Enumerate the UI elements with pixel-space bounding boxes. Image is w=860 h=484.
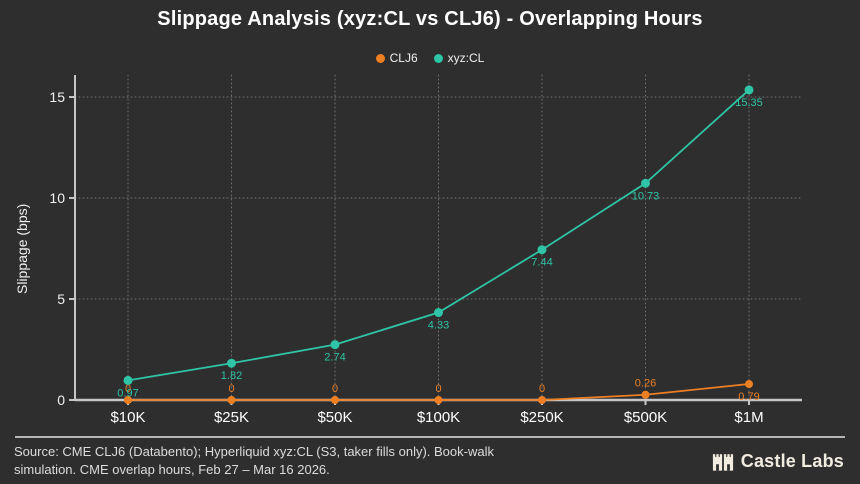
- data-point-label: 0: [228, 383, 234, 395]
- y-tick-label: 0: [57, 392, 65, 408]
- legend: CLJ6 xyz:CL: [0, 51, 860, 65]
- data-point-xyz:CL: [434, 308, 443, 318]
- x-tick-label: $1M: [734, 409, 763, 426]
- castle-icon: [712, 453, 733, 471]
- source-note: Source: CME CLJ6 (Databento); Hyperliqui…: [14, 444, 494, 478]
- data-point-xyz:CL: [227, 358, 236, 368]
- data-point-label: 0: [332, 383, 338, 395]
- legend-label-xyzcl: xyz:CL: [447, 51, 485, 65]
- data-point-label: 0: [435, 383, 441, 395]
- x-tick-label: $500K: [624, 409, 667, 426]
- data-point-label: 0.97: [117, 387, 138, 399]
- x-tick-label: $10K: [110, 409, 145, 426]
- legend-swatch-clj6-icon: [375, 53, 385, 63]
- data-point-label: 15.35: [735, 97, 763, 109]
- brand-logo: Castle Labs: [712, 451, 844, 472]
- data-point-label: 0: [539, 383, 545, 395]
- data-point-CLJ6: [124, 396, 132, 404]
- y-tick-label: 15: [49, 89, 65, 105]
- data-point-xyz:CL: [123, 375, 133, 385]
- data-point-label: 0.79: [738, 391, 759, 403]
- y-tick-label: 5: [57, 291, 65, 307]
- data-point-xyz:CL: [537, 245, 547, 255]
- data-point-xyz:CL: [744, 85, 754, 95]
- data-point-label: 1.82: [221, 370, 242, 382]
- data-point-label: 0: [125, 383, 131, 395]
- data-point-xyz:CL: [641, 178, 650, 188]
- footer: Source: CME CLJ6 (Databento); Hyperliqui…: [0, 436, 860, 484]
- x-tick-label: $25K: [214, 409, 249, 426]
- data-point-label: 2.74: [324, 352, 345, 364]
- x-tick-label: $50K: [317, 409, 352, 426]
- legend-item-clj6[interactable]: CLJ6: [375, 51, 418, 65]
- data-point-CLJ6: [538, 396, 546, 404]
- data-point-CLJ6: [331, 396, 339, 404]
- chart-title: Slippage Analysis (xyz:CL vs CLJ6) - Ove…: [157, 8, 703, 30]
- data-point-label: 0.26: [635, 378, 656, 390]
- brand-name: Castle Labs: [740, 450, 844, 471]
- legend-item-xyzcl[interactable]: xyz:CL: [433, 51, 485, 65]
- data-point-CLJ6: [745, 380, 753, 389]
- data-point-CLJ6: [434, 396, 443, 404]
- data-point-label: 4.33: [428, 320, 449, 332]
- data-point-CLJ6: [227, 396, 236, 404]
- data-point-xyz:CL: [330, 340, 340, 350]
- x-tick-label: $250K: [520, 409, 563, 426]
- x-tick-label: $100K: [417, 409, 460, 426]
- data-point-label: 10.73: [632, 190, 660, 202]
- data-point-CLJ6: [641, 390, 650, 399]
- data-point-label: 7.44: [531, 257, 552, 269]
- footer-divider: [15, 436, 845, 438]
- y-tick-label: 10: [49, 190, 65, 206]
- legend-label-clj6: CLJ6: [389, 51, 418, 65]
- legend-swatch-xyzcl-icon: [433, 53, 443, 63]
